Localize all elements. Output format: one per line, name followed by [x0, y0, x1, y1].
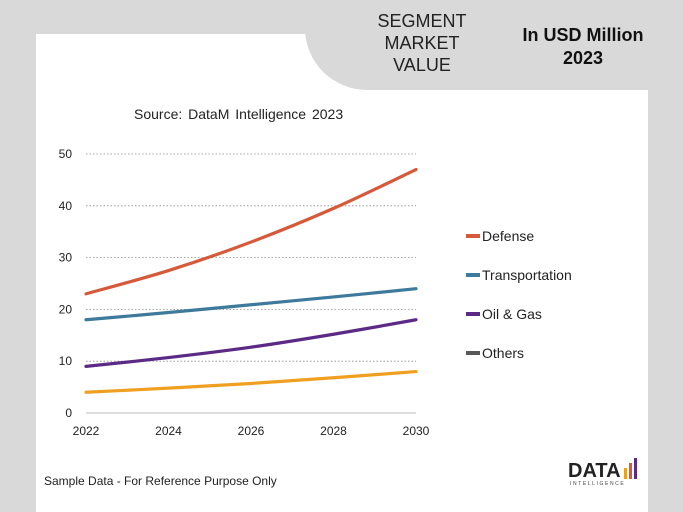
legend-swatch	[466, 233, 480, 238]
chart-card	[36, 34, 648, 512]
logo-text: DATA	[568, 460, 621, 482]
x-tick-label: 2026	[238, 424, 265, 438]
y-tick-label: 10	[59, 354, 73, 368]
legend: Defense Transportation Oil & Gas Others	[466, 216, 572, 372]
series-line-defense	[84, 167, 418, 296]
datam-logo: DATA INTELLIGENCE	[568, 458, 637, 487]
y-tick-label: 50	[59, 147, 73, 161]
legend-swatch	[466, 350, 480, 355]
legend-label: Others	[482, 344, 525, 361]
legend-label: Transportation	[482, 266, 572, 283]
legend-label: Oil & Gas	[482, 305, 542, 322]
legend-swatch	[466, 311, 480, 316]
unit-title: In USD Million 2023	[522, 25, 644, 68]
segment-title: SEGMENT MARKET VALUE	[377, 11, 467, 75]
legend-label: Defense	[482, 227, 535, 244]
y-tick-label: 20	[59, 302, 73, 316]
x-axis-ticks: 2022 2024 2026 2028 2030	[73, 424, 430, 438]
legend-item-others: Others	[466, 333, 572, 372]
legend-item-oil-gas: Oil & Gas	[466, 294, 572, 333]
legend-item-defense: Defense	[466, 216, 572, 255]
series-line-transportation	[84, 287, 418, 322]
right-margin	[648, 0, 683, 512]
series-line-others	[84, 369, 418, 394]
legend-swatch	[466, 272, 480, 277]
x-tick-label: 2028	[320, 424, 347, 438]
x-tick-label: 2022	[73, 424, 100, 438]
source-note: Source: DataM Intelligence 2023	[134, 106, 344, 122]
y-tick-label: 0	[65, 406, 72, 420]
x-tick-label: 2030	[403, 424, 430, 438]
y-tick-label: 30	[59, 251, 73, 265]
grid-lines	[86, 153, 416, 362]
y-axis-ticks: 0 10 20 30 40 50	[59, 147, 73, 420]
y-tick-label: 40	[59, 199, 73, 213]
series-lines	[84, 167, 418, 394]
legend-item-transportation: Transportation	[466, 255, 572, 294]
logo-subtext: INTELLIGENCE	[570, 481, 625, 487]
footer-note: Sample Data - For Reference Purpose Only	[44, 474, 277, 488]
series-line-oil-gas	[84, 318, 418, 368]
header-tab	[305, 0, 683, 90]
x-tick-label: 2024	[155, 424, 182, 438]
